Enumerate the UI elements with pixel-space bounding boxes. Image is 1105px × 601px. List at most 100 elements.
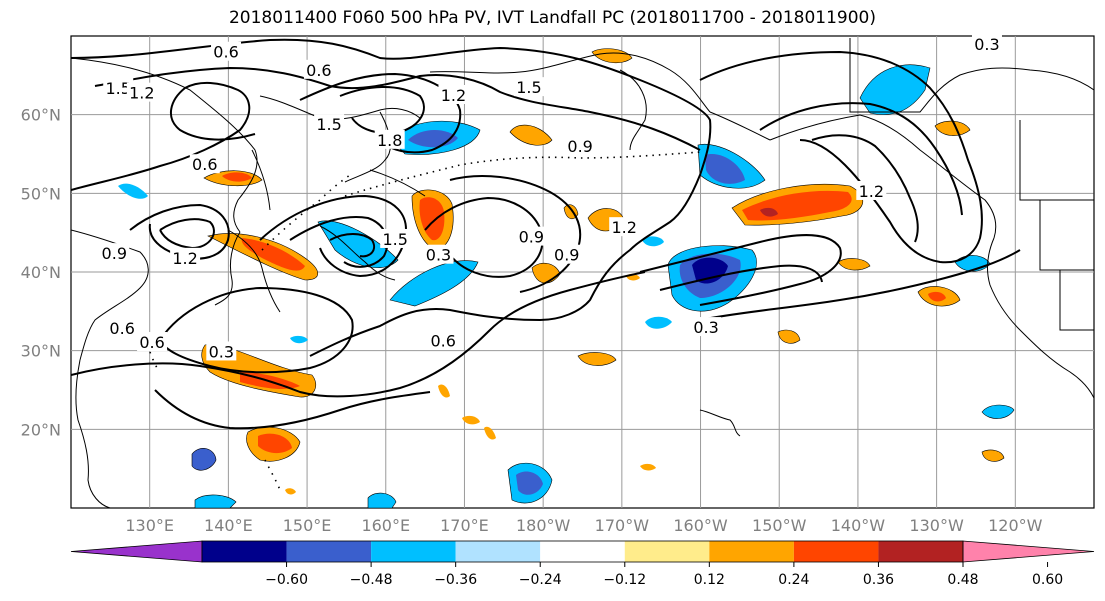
contour-label-bg <box>374 129 405 149</box>
colorbar-segment <box>286 541 372 562</box>
lon-tick-label: 150°W <box>752 516 807 535</box>
contour-label: 0.3 <box>426 246 451 265</box>
contour-label: 1.8 <box>377 131 402 150</box>
contour-label: 0.3 <box>974 35 999 54</box>
colorbar-tick-label: −0.48 <box>350 572 393 588</box>
contour-label-bg <box>423 244 454 264</box>
contour-label: 0.6 <box>192 155 217 174</box>
pos-shade-bering-w <box>509 124 553 146</box>
colorbar-segment <box>624 541 710 562</box>
contour-label-bg <box>380 228 411 248</box>
contour-label-bg <box>513 77 544 97</box>
shaded-positive <box>201 48 1005 495</box>
lon-tick-label: 170°W <box>595 516 650 535</box>
contour-label: 0.3 <box>693 318 718 337</box>
contour-label-bg <box>691 317 722 337</box>
contour-label-bg <box>314 114 345 134</box>
contour-label-bg <box>137 332 168 352</box>
pv-contours <box>71 38 1021 430</box>
pos-shade-japan-core <box>241 238 305 271</box>
colorbar: −0.60 −0.48 −0.36 −0.24 −0.12 0.12 0.24 0.36 0.4… <box>70 540 1095 588</box>
lon-tick-label: 150°E <box>283 516 332 535</box>
aleutian-islands <box>344 151 701 197</box>
colorbar-tick-label: 0.48 <box>947 572 978 588</box>
contour-label: 0.6 <box>430 331 455 350</box>
contour-label-bg <box>971 33 1002 53</box>
colorbar-tick-label: 0.24 <box>778 572 809 588</box>
neg-shade-bering-core <box>705 154 745 184</box>
contour-label: 1.2 <box>859 182 884 201</box>
colorbar-tick-label: −0.24 <box>519 572 562 588</box>
neg-shade-small3 <box>118 183 148 199</box>
pos-shade-gulf-core <box>760 207 778 217</box>
contour-label: 0.6 <box>306 61 331 80</box>
colorbar-extend-high <box>962 540 1095 563</box>
colorbar-segment <box>878 541 963 562</box>
lat-tick-label: 60°N <box>21 106 61 125</box>
contour-label: 1.2 <box>441 86 466 105</box>
pos-shade-c3 <box>577 352 617 366</box>
contour-label: 0.6 <box>213 43 238 62</box>
neg-shade-small4 <box>290 335 308 344</box>
contour-label-bg <box>211 41 242 61</box>
lon-tick-label: 130°W <box>909 516 964 535</box>
contour-label-bg <box>428 330 459 350</box>
contour-label-bg <box>303 59 334 79</box>
contour-label-bg <box>107 317 138 337</box>
contour-label: 1.5 <box>382 230 407 249</box>
contour-labels: 1.51.20.60.61.51.21.8 0.91.50.61.20.90.60… <box>99 33 1002 361</box>
contour-label: 1.5 <box>105 79 130 98</box>
colorbar-segment <box>371 541 456 562</box>
lat-tick-label: 30°N <box>21 342 61 361</box>
neg-shade-s2 <box>194 494 237 508</box>
colorbar-segment <box>540 541 625 562</box>
pos-shade-nhem <box>591 48 633 64</box>
neg-shade-midlat <box>389 260 479 307</box>
contour-label-bg <box>609 217 640 237</box>
pos-shade-ne2-core <box>928 291 946 302</box>
neg-shade-south-core <box>516 471 543 495</box>
pos-shade-okhotsk-core <box>222 172 252 182</box>
shaded-anomalies <box>118 64 1015 508</box>
lon-tick-label: 180°W <box>516 516 571 535</box>
contour-label: 1.5 <box>516 78 541 97</box>
contour-label: 0.6 <box>139 333 164 352</box>
neg-shade-alaska <box>859 64 931 115</box>
colorbar-tick-label: 0.12 <box>694 572 725 588</box>
lon-tick-label: 170°E <box>440 516 489 535</box>
contour-label: 0.9 <box>102 244 127 263</box>
contour-label-bg <box>126 82 157 102</box>
contour-label-bg <box>438 85 469 104</box>
contour-label-bg <box>565 136 596 156</box>
contour-label: 1.2 <box>129 84 154 103</box>
colorbar-extend-low <box>70 540 203 563</box>
neg-shade-phil <box>191 448 217 471</box>
contour-label: 0.9 <box>554 246 579 265</box>
colorbar-segment <box>455 541 541 562</box>
pos-shade-c8 <box>484 426 496 440</box>
lat-tick-label: 50°N <box>21 184 61 203</box>
contour-label: 1.5 <box>316 115 341 134</box>
neg-shade-japan <box>317 220 399 268</box>
contour-label: 1.2 <box>611 218 636 237</box>
contour-label: 0.9 <box>519 228 544 247</box>
contour-label: 0.9 <box>567 137 592 156</box>
colorbar-outline <box>201 540 964 563</box>
contour-label-bg <box>170 247 201 267</box>
colorbar-segment <box>709 541 794 562</box>
contour-label-bg <box>206 341 237 361</box>
contour-label: 1.2 <box>172 249 197 268</box>
contour-label-bg <box>103 77 134 97</box>
neg-shade-small1 <box>642 236 664 247</box>
pos-shade-c4 <box>837 258 871 271</box>
colorbar-tick-label: −0.36 <box>434 572 477 588</box>
lon-tick-labels: 130°E 140°E 150°E 160°E 170°E 180°W 170°W 160°W… <box>125 516 1042 535</box>
lon-tick-label: 140°E <box>204 516 253 535</box>
contour-label-bg <box>856 180 887 200</box>
colorbar-tick-label: 0.60 <box>1032 572 1063 588</box>
lon-tick-label: 140°W <box>831 516 886 535</box>
lon-tick-label: 120°W <box>988 516 1043 535</box>
neg-shade-s3 <box>367 492 397 508</box>
lon-tick-label: 130°E <box>125 516 174 535</box>
